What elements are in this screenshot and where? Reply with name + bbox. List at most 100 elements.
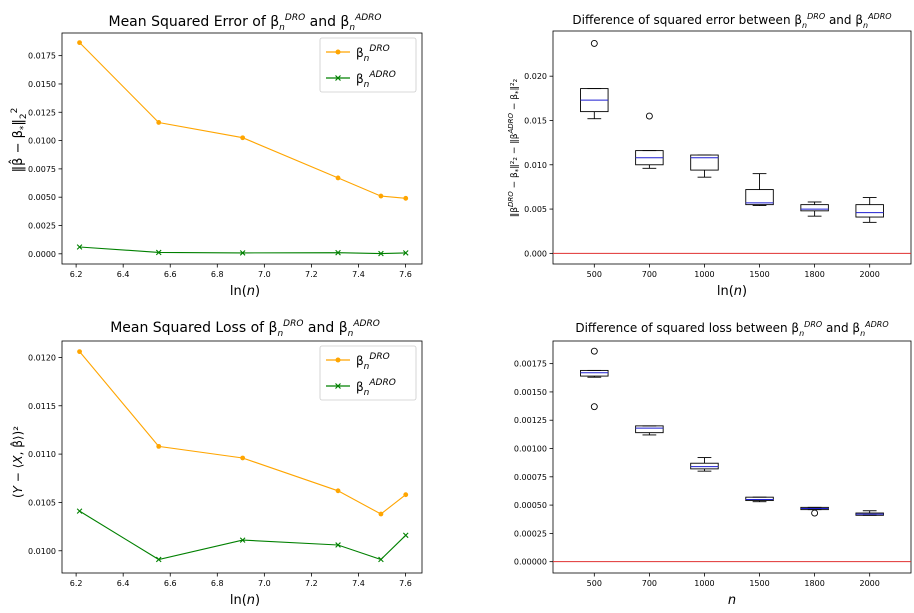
diff-loss-box-500: [580, 347, 609, 411]
msl-x-tick-label: 7.0: [258, 579, 271, 588]
msl-x-tick-label: 7.6: [399, 579, 412, 588]
diff-loss-y-tick-label: 0.00125: [514, 416, 547, 425]
mse-y-tick-label: 0.0100: [28, 137, 56, 146]
msl-adro-point: [239, 537, 246, 543]
mse-y-axis-label: ‖β̂ − β*‖22: [9, 108, 29, 173]
diff-loss-x-tick-label: 2000: [860, 579, 880, 588]
diff-error-chart-title: Difference of squared error between βnDR…: [572, 12, 891, 30]
diff-loss-y-tick-label: 0.00100: [514, 445, 547, 454]
msl-legend-adro-marker: [335, 383, 341, 389]
diff-loss-x-tick-label: 1500: [749, 579, 769, 588]
msl-adro-point: [378, 556, 384, 563]
mse-adro-point: [335, 249, 341, 256]
mse-legend: βnDRO βnADRO: [319, 37, 417, 93]
msl-adro-line: [79, 510, 407, 561]
diff-error-y-tick-label: 0.000: [524, 249, 547, 258]
mse-x-tick-label: 7.2: [305, 270, 318, 279]
mse-x-axis-label: ln(n): [230, 284, 260, 299]
diff-error-chart: Difference of squared error between βnDR…: [507, 12, 912, 299]
msl-dro-point: [156, 443, 162, 449]
msl-dro-point: [378, 511, 384, 517]
mse-axis-ticks: 0.0000 0.0025 0.0050 0.0075 0.0100 0.0125 0.01…: [28, 52, 412, 279]
msl-y-tick-label: 0.0100: [28, 547, 56, 556]
msl-axis-ticks: 0.0100 0.0105 0.0110 0.0115 0.0120 6.2 6.4 6.6 6…: [28, 353, 412, 588]
diff-error-y-axis-label: ‖βDRO − β*‖²₂ − ‖βADRO − β*‖²₂: [507, 78, 522, 217]
msl-x-tick-label: 6.8: [211, 579, 224, 588]
outlier-point: [590, 347, 598, 355]
box-iqr: [690, 154, 719, 171]
box-iqr: [690, 462, 719, 470]
diff-loss-box-1800: [800, 506, 829, 517]
mse-y-tick-label: 0.0075: [28, 165, 56, 174]
msl-series: [76, 349, 409, 563]
mse-adro-point: [378, 250, 384, 257]
diff-error-x-tick-label: 1800: [804, 270, 824, 279]
diff-error-plot-frame: [552, 30, 912, 265]
mse-y-tick-label: 0.0125: [28, 108, 56, 117]
mse-y-tick-label: 0.0050: [28, 193, 56, 202]
diff-loss-x-tick-label: 1000: [694, 579, 714, 588]
diff-loss-box-700: [635, 425, 664, 436]
outlier-point: [590, 39, 598, 47]
mse-dro-point: [240, 135, 246, 141]
mse-y-tick-label: 0.0175: [28, 52, 56, 61]
msl-adro-point: [402, 532, 409, 539]
outlier-point: [590, 403, 598, 411]
diff-loss-box-1500: [745, 496, 774, 503]
mse-y-tick-label: 0.0025: [28, 222, 56, 231]
mse-dro-line: [79, 42, 406, 199]
mse-y-tick-label: 0.0000: [28, 250, 56, 259]
diff-loss-box-2000: [855, 510, 884, 516]
diff-error-x-tick-label: 1000: [694, 270, 714, 279]
mse-dro-point: [156, 120, 162, 125]
mse-adro-line: [79, 246, 406, 255]
diff-error-box-500: [580, 39, 609, 120]
msl-y-tick-label: 0.0110: [28, 450, 56, 459]
msl-y-tick-label: 0.0105: [28, 498, 56, 507]
msl-x-tick-label: 6.6: [164, 579, 177, 588]
diff-error-x-tick-label: 700: [642, 270, 657, 279]
msl-dro-point: [240, 455, 246, 461]
mse-adro-point: [239, 250, 246, 256]
box-iqr: [800, 204, 829, 212]
box-iqr: [745, 189, 774, 206]
mse-chart: Mean Squared Error of βnDRO and βnADRO ‖…: [9, 13, 423, 299]
diff-error-y-tick-label: 0.020: [524, 72, 547, 81]
mse-y-tick-label: 0.0150: [28, 80, 56, 89]
mse-series: [76, 40, 409, 257]
box-iqr: [580, 369, 609, 377]
diff-loss-box-1000: [690, 457, 719, 472]
diff-error-y-tick-label: 0.015: [524, 116, 547, 125]
msl-adro-point: [76, 508, 83, 514]
mse-dro-point: [335, 175, 341, 181]
diff-error-y-tick-label: 0.005: [524, 205, 547, 214]
mse-adro-point: [155, 249, 162, 256]
msl-x-tick-label: 7.4: [352, 579, 365, 588]
mse-x-tick-label: 6.2: [70, 270, 83, 279]
diff-error-x-axis-label: ln(n): [717, 284, 747, 299]
mse-dro-point: [77, 40, 82, 46]
msl-chart: Mean Squared Loss of βnDRO and βnADRO (Y…: [9, 319, 423, 608]
box-iqr: [635, 425, 664, 434]
diff-error-box-700: [635, 112, 664, 169]
msl-x-tick-label: 6.2: [70, 579, 83, 588]
mse-dro-point: [403, 195, 409, 201]
mse-x-tick-label: 6.8: [211, 270, 224, 279]
mse-x-tick-label: 7.6: [399, 270, 412, 279]
diff-loss-x-tick-label: 700: [642, 579, 657, 588]
diff-error-x-tick-label: 2000: [860, 270, 880, 279]
mse-adro-point: [402, 250, 409, 256]
msl-adro-point: [155, 556, 162, 563]
diff-error-x-tick-label: 1500: [749, 270, 769, 279]
msl-x-axis-label: ln(n): [230, 593, 260, 608]
diff-error-boxes: [553, 39, 911, 254]
diff-loss-axis-ticks: 0.00000 0.00025 0.00050 0.00075 0.00100 0.001…: [514, 360, 880, 588]
mse-x-tick-label: 7.4: [352, 270, 365, 279]
diff-loss-chart: Difference of squared loss between βnDRO…: [514, 320, 912, 608]
box-iqr: [745, 496, 774, 502]
msl-dro-point: [335, 488, 341, 494]
msl-dro-point: [77, 349, 82, 355]
mse-legend-adro-marker: [335, 75, 341, 81]
